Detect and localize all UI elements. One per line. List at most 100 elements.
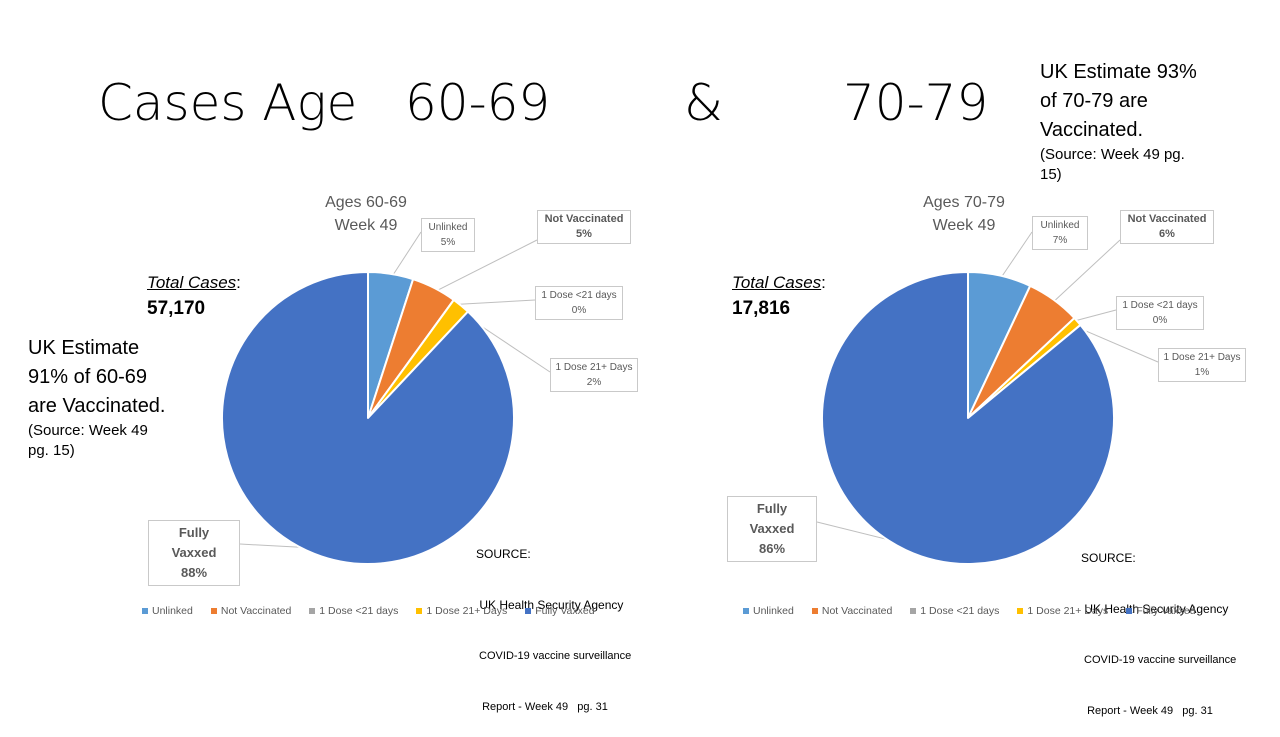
chart2-legend-label-1-dose-21-days: 1 Dose 21+ Days — [1027, 605, 1109, 617]
chart1-legend-swatch-not-vaccinated — [210, 608, 217, 614]
left-estimate-line2: 91% of 60-69 — [28, 366, 147, 388]
chart2-callout-unlinked-value: 7% — [1052, 235, 1068, 246]
chart2-legend-item-not-vaccinated: Not Vaccinated — [811, 605, 893, 617]
chart2-callout-dose-21plus-name: 1 Dose 21+ Days — [1163, 352, 1241, 363]
chart1-total: Total Cases: 57,170 — [147, 273, 241, 320]
chart1-pie — [221, 271, 515, 565]
right-estimate-line2: of 70-79 are — [1040, 90, 1148, 112]
chart1-legend-label-1-dose-21-days: 1 Dose 21+ Days — [426, 605, 508, 617]
left-estimate-source2: pg. 15) — [28, 442, 75, 459]
chart2-legend-label-1-dose-21-days: 1 Dose <21 days — [920, 605, 1000, 617]
chart2-callout-fully-vaxxed-value: 86% — [758, 541, 786, 556]
right-estimate-note: UK Estimate 93% of 70-79 are Vaccinated.… — [1040, 58, 1197, 185]
right-estimate-line1: UK Estimate 93% — [1040, 61, 1197, 83]
right-estimate-source1: (Source: Week 49 pg. — [1040, 146, 1185, 163]
chart2-legend-item-1-dose-21-days: 1 Dose <21 days — [910, 605, 999, 617]
chart1-legend-item-1-dose-21-days: 1 Dose <21 days — [309, 605, 398, 617]
chart2-total-colon: : — [821, 273, 826, 292]
chart2-legend-swatch-1-dose-21-days — [1017, 608, 1024, 614]
left-estimate-line3: are Vaccinated. — [28, 395, 166, 417]
chart2-source-note: SOURCE: UK Health Security Agency COVID-… — [1081, 516, 1236, 737]
right-estimate-source2: 15) — [1040, 166, 1062, 183]
chart1-callout-dose-21plus-value: 2% — [586, 377, 602, 388]
chart2-callout-not-vaccinated-name: Not Vaccinated — [1127, 213, 1207, 225]
chart1-callout-dose-21plus: 1 Dose 21+ Days 2% — [550, 358, 638, 392]
chart1-legend-swatch-1-dose-21-days — [309, 608, 316, 614]
chart1-callout-fully-vaxxed-name: Fully Vaxxed — [171, 525, 217, 560]
left-estimate-note: UK Estimate 91% of 60-69 are Vaccinated.… — [28, 334, 166, 461]
page-title-part1: Cases Age 60-69 — [98, 74, 551, 132]
chart1-source-line4: Report - Week 49 pg. 31 — [476, 701, 608, 713]
chart2-callout-dose-21plus: 1 Dose 21+ Days 1% — [1158, 348, 1246, 382]
chart1-callout-unlinked-name: Unlinked — [428, 222, 468, 233]
chart1-legend-item-not-vaccinated: Not Vaccinated — [210, 605, 292, 617]
chart2-legend-item-unlinked: Unlinked — [743, 605, 794, 617]
chart1-legend-label-fully-vaxxed: Fully Vaxxed — [535, 605, 595, 617]
chart2-source-line1: SOURCE: — [1081, 551, 1136, 565]
chart1-callout-fully-vaxxed: Fully Vaxxed 88% — [148, 520, 240, 586]
chart2-callout-not-vaccinated: Not Vaccinated 6% — [1120, 210, 1214, 244]
page-title-ampersand: & — [684, 74, 723, 132]
right-estimate-line3: Vaccinated. — [1040, 119, 1144, 141]
chart1-callout-not-vaccinated: Not Vaccinated 5% — [537, 210, 631, 244]
chart1-title-line: Ages 60-69 — [325, 194, 407, 211]
chart1-total-colon: : — [236, 273, 241, 292]
chart2-legend-swatch-not-vaccinated — [811, 608, 818, 614]
chart1-title: Ages 60-69 Week 49 — [306, 191, 426, 237]
chart2-legend-item-fully-vaxxed: Fully Vaxxed — [1126, 605, 1196, 617]
chart1-legend-label-unlinked: Unlinked — [152, 605, 193, 617]
chart2-callout-unlinked: Unlinked 7% — [1032, 216, 1088, 250]
chart2-callout-fully-vaxxed-name: Fully Vaxxed — [749, 501, 795, 536]
chart2-callout-dose-lt21: 1 Dose <21 days 0% — [1116, 296, 1204, 330]
chart1-callout-dose-21plus-name: 1 Dose 21+ Days — [555, 362, 633, 373]
chart2-total-label: Total Cases — [732, 273, 822, 292]
chart2-slice-fully-vaxxed — [821, 271, 1115, 565]
chart2-source-line4: Report - Week 49 pg. 31 — [1081, 705, 1213, 717]
chart2-legend-swatch-1-dose-21-days — [910, 608, 917, 614]
chart2-legend-label-fully-vaxxed: Fully Vaxxed — [1136, 605, 1196, 617]
chart1-slice-fully-vaxxed — [221, 271, 515, 565]
chart2-callout-dose-lt21-name: 1 Dose <21 days — [1122, 300, 1198, 311]
chart1-total-value: 57,170 — [147, 298, 206, 319]
chart1-legend-item-1-dose-21-days: 1 Dose 21+ Days — [416, 605, 507, 617]
chart1-source-line1: SOURCE: — [476, 547, 531, 561]
page-title-part2: 70-79 — [843, 74, 989, 132]
chart2-callout-unlinked-name: Unlinked — [1040, 220, 1080, 231]
chart1-callout-not-vaccinated-value: 5% — [576, 228, 592, 240]
chart1-callout-unlinked-value: 5% — [440, 237, 456, 248]
chart1-source-note: SOURCE: UK Health Security Agency COVID-… — [476, 512, 631, 733]
chart2-total-value: 17,816 — [732, 298, 791, 319]
chart2-callout-dose-lt21-value: 0% — [1152, 315, 1168, 326]
chart2-title: Ages 70-79 Week 49 — [904, 191, 1024, 237]
chart1-legend-label-1-dose-21-days: 1 Dose <21 days — [319, 605, 399, 617]
chart1-callout-dose-lt21-name: 1 Dose <21 days — [541, 290, 617, 301]
chart1-legend-swatch-fully-vaxxed — [525, 608, 532, 614]
chart1-legend: Unlinked Not Vaccinated 1 Dose <21 days 1 D… — [142, 605, 595, 617]
chart1-callout-not-vaccinated-name: Not Vaccinated — [544, 213, 624, 225]
chart2-legend-swatch-fully-vaxxed — [1126, 608, 1133, 614]
chart2-pie — [821, 271, 1115, 565]
chart2-callout-dose-21plus-value: 1% — [1194, 367, 1210, 378]
chart1-source-line3: COVID-19 vaccine surveillance — [476, 650, 632, 662]
chart1-legend-item-unlinked: Unlinked — [142, 605, 193, 617]
left-estimate-source1: (Source: Week 49 — [28, 422, 148, 439]
chart1-subtitle-line: Week 49 — [334, 217, 398, 234]
chart2-title-line: Ages 70-79 — [923, 194, 1005, 211]
chart2-legend-label-not-vaccinated: Not Vaccinated — [821, 605, 893, 617]
chart1-legend-item-fully-vaxxed: Fully Vaxxed — [525, 605, 595, 617]
chart2-callout-fully-vaxxed: Fully Vaxxed 86% — [727, 496, 817, 562]
chart2-callout-not-vaccinated-value: 6% — [1159, 228, 1175, 240]
chart2-legend-swatch-unlinked — [743, 608, 749, 614]
chart2-legend-label-unlinked: Unlinked — [753, 605, 794, 617]
chart1-total-label: Total Cases — [147, 273, 237, 292]
chart1-callout-fully-vaxxed-value: 88% — [180, 565, 208, 580]
chart1-legend-swatch-1-dose-21-days — [416, 608, 423, 614]
chart2-source-line3: COVID-19 vaccine surveillance — [1081, 654, 1237, 666]
chart1-legend-label-not-vaccinated: Not Vaccinated — [220, 605, 292, 617]
chart2-legend: Unlinked Not Vaccinated 1 Dose <21 days 1 D… — [743, 605, 1196, 617]
left-estimate-line1: UK Estimate — [28, 337, 140, 359]
chart1-callout-unlinked: Unlinked 5% — [421, 218, 475, 252]
chart2-subtitle-line: Week 49 — [932, 217, 996, 234]
chart1-legend-swatch-unlinked — [142, 608, 148, 614]
chart2-legend-item-1-dose-21-days: 1 Dose 21+ Days — [1017, 605, 1108, 617]
